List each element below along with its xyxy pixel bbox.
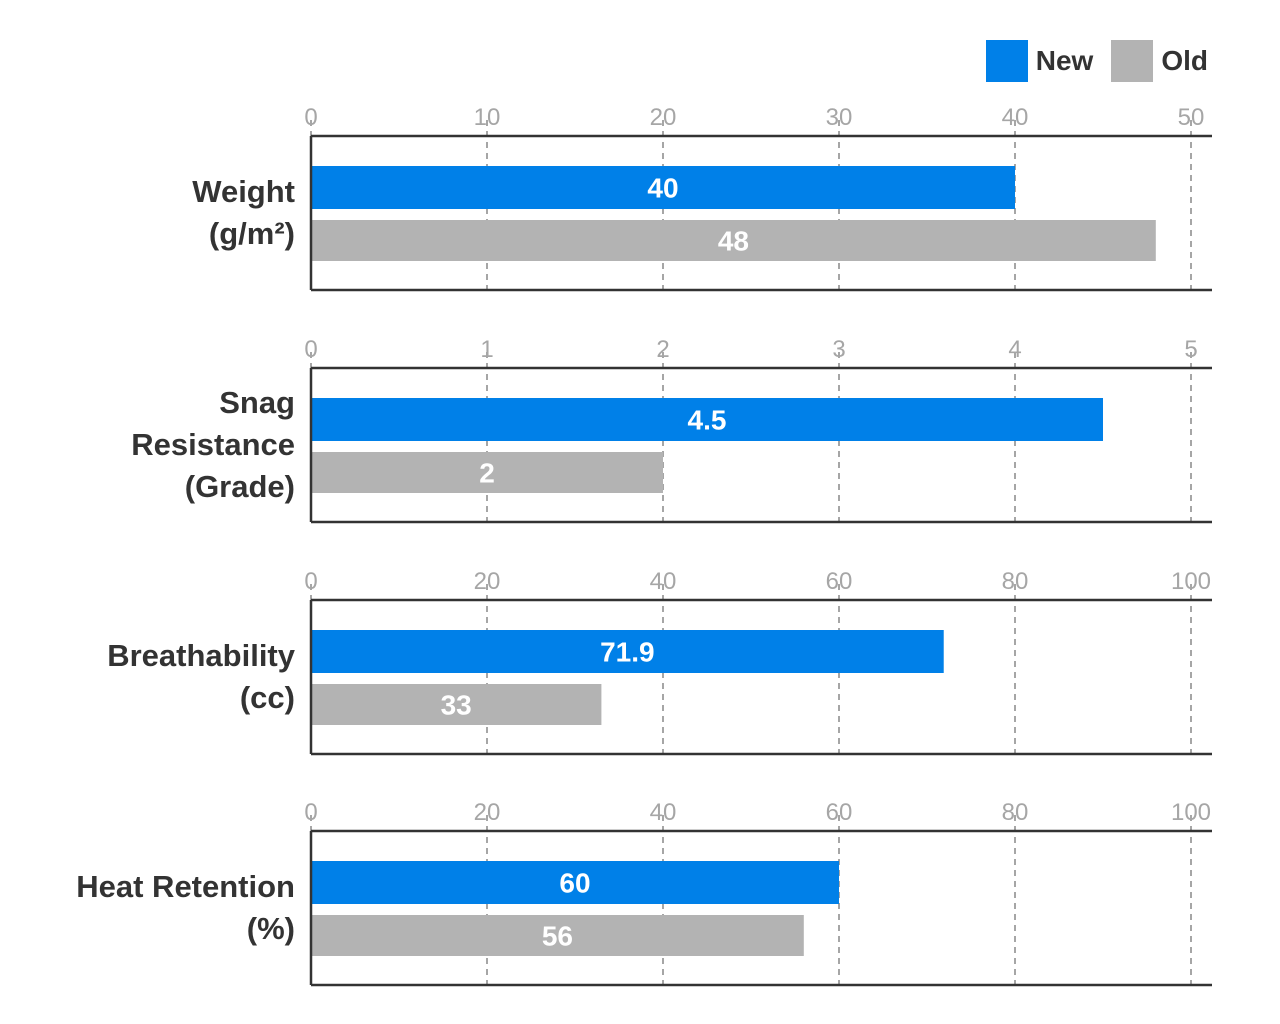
data-label: 4.5 <box>688 405 727 436</box>
data-label: 71.9 <box>600 637 655 668</box>
bar-new <box>311 398 1103 441</box>
data-label: 60 <box>559 868 590 899</box>
tick-label: 50 <box>1178 104 1205 131</box>
category-label: Breathability (cc) <box>107 635 295 719</box>
tick-label: 0 <box>304 799 317 826</box>
tick-label: 4 <box>1008 336 1021 363</box>
legend-label-old: Old <box>1161 45 1208 76</box>
category-label-line: Breathability <box>107 638 295 673</box>
bar-old <box>311 220 1156 261</box>
tick-label: 3 <box>832 336 845 363</box>
legend-label-new: New <box>1035 45 1094 76</box>
data-label: 48 <box>718 226 749 257</box>
tick-label: 40 <box>1002 104 1029 131</box>
tick-label: 40 <box>650 799 677 826</box>
tick-label: 2 <box>656 336 669 363</box>
bar-old <box>311 684 602 725</box>
category-label-line: (%) <box>246 911 295 946</box>
tick-label: 100 <box>1171 799 1211 826</box>
data-label: 56 <box>542 921 573 952</box>
legend-item-new: New <box>985 40 1094 82</box>
category-label-line: Weight <box>192 174 295 209</box>
tick-label: 60 <box>826 568 853 595</box>
legend-item-old: Old <box>1111 40 1208 82</box>
legend-swatch-new <box>985 40 1028 82</box>
tick-label: 80 <box>1002 799 1029 826</box>
tick-label: 1 <box>480 336 493 363</box>
tick-label: 0 <box>304 104 317 131</box>
category-label-line: Heat Retention <box>76 869 295 904</box>
bar-new <box>311 630 944 673</box>
tick-label: 100 <box>1171 568 1211 595</box>
tick-label: 0 <box>304 568 317 595</box>
category-label: Heat Retention (%) <box>76 866 295 950</box>
tick-label: 30 <box>826 104 853 131</box>
tick-label: 10 <box>474 104 501 131</box>
bar-new <box>311 861 839 904</box>
category-label-line: (Grade) <box>184 469 295 504</box>
bar-old <box>311 915 804 956</box>
tick-label: 20 <box>474 568 501 595</box>
category-label-line: (cc) <box>239 680 295 715</box>
tick-label: 80 <box>1002 568 1029 595</box>
category-label: Snag Resistance (Grade) <box>131 382 295 508</box>
category-label: Weight (g/m²) <box>192 171 295 255</box>
bar-old <box>311 452 663 493</box>
legend-swatch-old <box>1111 40 1154 82</box>
tick-label: 60 <box>826 799 853 826</box>
data-label: 2 <box>479 458 495 489</box>
bar-new <box>311 166 1015 209</box>
tick-label: 40 <box>650 568 677 595</box>
category-label-line: (g/m²) <box>208 216 295 251</box>
tick-label: 20 <box>650 104 677 131</box>
tick-label: 5 <box>1184 336 1197 363</box>
data-label: 40 <box>647 173 678 204</box>
tick-label: 0 <box>304 336 317 363</box>
data-label: 33 <box>441 690 472 721</box>
category-label-line: Snag <box>219 385 295 420</box>
tick-label: 20 <box>474 799 501 826</box>
category-label-line: Resistance <box>131 427 295 462</box>
legend: New Old <box>968 40 1208 82</box>
